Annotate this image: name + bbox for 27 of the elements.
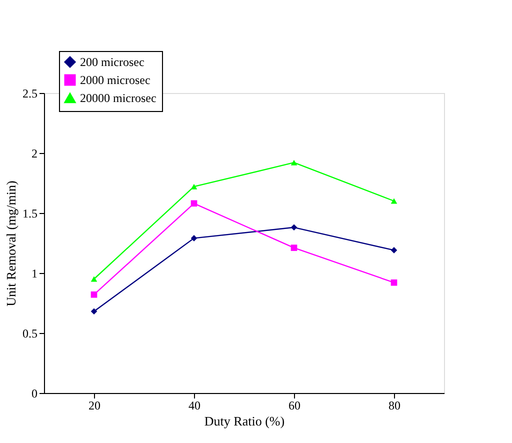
x-tick-label: 80 [388, 398, 400, 412]
point [90, 291, 98, 298]
y-tick-label: 0.5 [22, 326, 38, 340]
y-tick-label: 0 [32, 386, 38, 400]
point [290, 244, 298, 251]
y-tick-label: 1 [32, 266, 38, 280]
y-tick-label: 2 [32, 146, 38, 160]
legend-label: 200 microsec [80, 55, 144, 69]
point [290, 224, 298, 231]
point [390, 198, 398, 204]
legend-label: 20000 microsec [80, 91, 156, 105]
point [190, 235, 198, 242]
point [90, 276, 98, 282]
y-tick-label: 1.5 [22, 206, 38, 220]
point [390, 279, 398, 286]
x-axis-title: Duty Ratio (%) [204, 414, 285, 428]
y-axis-title: Unit Removal (mg/min) [4, 180, 18, 306]
x-tick-label: 40 [188, 398, 200, 412]
x-tick-label: 60 [288, 398, 300, 412]
legend-label: 2000 microsec [80, 73, 150, 87]
x-tick-label: 20 [88, 398, 100, 412]
point [390, 247, 398, 254]
y-tick-label: 2.5 [22, 86, 38, 100]
point [190, 184, 198, 190]
point [90, 308, 98, 315]
point [190, 200, 198, 207]
point [290, 160, 298, 166]
